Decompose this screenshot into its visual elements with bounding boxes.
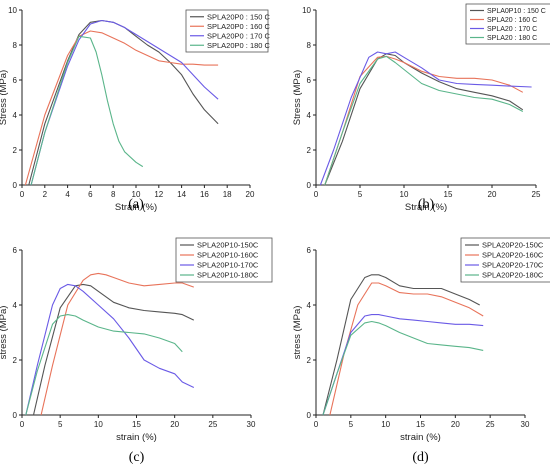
y-tick-label: 6 [13, 76, 18, 85]
chart-panel-c: 0 5 10 15 20 25 30 0 2 4 6 strain (%) stress (MPa) SP… [0, 238, 272, 465]
x-tick-label: 10 [400, 190, 409, 199]
x-tick-label: 20 [246, 190, 255, 199]
y-tick-label: 10 [8, 6, 17, 15]
x-tick-label: 20 [170, 420, 179, 429]
legend-entry: SPLA20P0 : 150 C [207, 12, 271, 21]
series-line-3 [323, 315, 483, 415]
x-tick-label: 10 [381, 420, 390, 429]
x-tick-label: 16 [200, 190, 209, 199]
legend-entry: SPLA20P0 : 170 C [207, 31, 271, 40]
legend-entry: SPLA20 : 160 C [487, 17, 537, 24]
legend-entry: SPLA20P20-150C [482, 241, 544, 250]
series-line-4 [26, 315, 183, 415]
series-line-3 [26, 284, 194, 415]
y-axis-label: stress (MPa) [292, 306, 303, 360]
x-tick-label: 18 [223, 190, 232, 199]
x-tick-label: 20 [488, 190, 497, 199]
x-tick-label: 10 [94, 420, 103, 429]
series-line-2 [330, 283, 483, 415]
y-tick-label: 4 [13, 301, 18, 310]
series-line-4 [31, 36, 143, 185]
y-tick-label: 6 [307, 246, 312, 255]
series-line-2 [325, 56, 523, 185]
y-tick-label: 0 [307, 411, 312, 420]
y-tick-label: 4 [307, 301, 312, 310]
panel-label: (b) [418, 197, 435, 212]
y-axis-label: Stress (MPa) [0, 70, 9, 125]
legend-entry: SPLA20P0 : 180 C [207, 41, 271, 50]
x-tick-label: 0 [20, 190, 25, 199]
y-tick-label: 2 [307, 356, 312, 365]
legend-entry: SPLA20P10-150C [197, 241, 259, 250]
y-tick-label: 0 [307, 181, 312, 190]
x-tick-label: 5 [349, 420, 354, 429]
legend-entry: SPLA20P20-180C [482, 271, 544, 280]
y-tick-label: 6 [307, 76, 312, 85]
legend-entry: SPLA20P20-160C [482, 251, 544, 260]
legend-entry: SPLA20P10-180C [197, 271, 259, 280]
series-line-4 [323, 322, 483, 416]
y-axis-label: stress (MPa) [0, 306, 9, 360]
series-line-4 [325, 56, 523, 185]
y-tick-label: 10 [302, 6, 311, 15]
x-tick-label: 5 [58, 420, 63, 429]
x-tick-label: 5 [358, 190, 363, 199]
y-tick-label: 4 [307, 111, 312, 120]
y-tick-label: 0 [13, 411, 18, 420]
legend-entry: SPLA20P10-170C [197, 261, 259, 270]
legend-entry: SPLA20P20-170C [482, 261, 544, 270]
x-tick-label: 0 [20, 420, 25, 429]
x-tick-label: 14 [177, 190, 186, 199]
x-tick-label: 25 [208, 420, 217, 429]
series-line-1 [325, 54, 523, 185]
x-tick-label: 20 [451, 420, 460, 429]
x-tick-label: 25 [486, 420, 495, 429]
x-tick-label: 12 [154, 190, 163, 199]
series-line-3 [320, 52, 531, 185]
y-tick-label: 2 [13, 146, 18, 155]
x-tick-label: 15 [132, 420, 141, 429]
y-tick-label: 0 [13, 181, 18, 190]
legend-entry: SPLA20P0 : 160 C [207, 22, 271, 31]
y-tick-label: 4 [13, 111, 18, 120]
panel-label: (d) [412, 450, 429, 465]
x-tick-label: 4 [65, 190, 70, 199]
series-line-1 [34, 284, 194, 415]
x-tick-label: 8 [111, 190, 116, 199]
y-tick-label: 6 [13, 246, 18, 255]
y-tick-label: 2 [13, 356, 18, 365]
x-tick-label: 25 [532, 190, 541, 199]
x-tick-label: 0 [314, 420, 319, 429]
x-tick-label: 0 [314, 190, 319, 199]
x-tick-label: 6 [88, 190, 93, 199]
x-tick-label: 15 [444, 190, 453, 199]
panel-label: (a) [128, 197, 144, 212]
series-line-2 [25, 31, 218, 185]
x-tick-label: 30 [247, 420, 256, 429]
y-tick-label: 2 [307, 146, 312, 155]
x-tick-label: 30 [521, 420, 530, 429]
series-line-2 [41, 273, 194, 415]
y-axis-label: Stress (MPa) [292, 70, 303, 125]
legend-entry: SPLA20 : 180 C [487, 35, 537, 42]
x-axis-label: strain (%) [400, 432, 441, 443]
legend-entry: SPLA20P10-160C [197, 251, 259, 260]
legend-entry: SPLA20 : 170 C [487, 26, 537, 33]
x-tick-label: 15 [416, 420, 425, 429]
y-tick-label: 8 [307, 41, 312, 50]
x-tick-label: 2 [43, 190, 48, 199]
y-tick-label: 8 [13, 41, 18, 50]
panel-label: (c) [129, 450, 145, 465]
x-axis-label: strain (%) [116, 432, 157, 443]
chart-panel-d: 0 5 10 15 20 25 30 0 2 4 6 strain (%) stress (MPa) SP… [292, 238, 550, 465]
legend-entry: SPLA0P10 : 150 C [487, 8, 546, 15]
